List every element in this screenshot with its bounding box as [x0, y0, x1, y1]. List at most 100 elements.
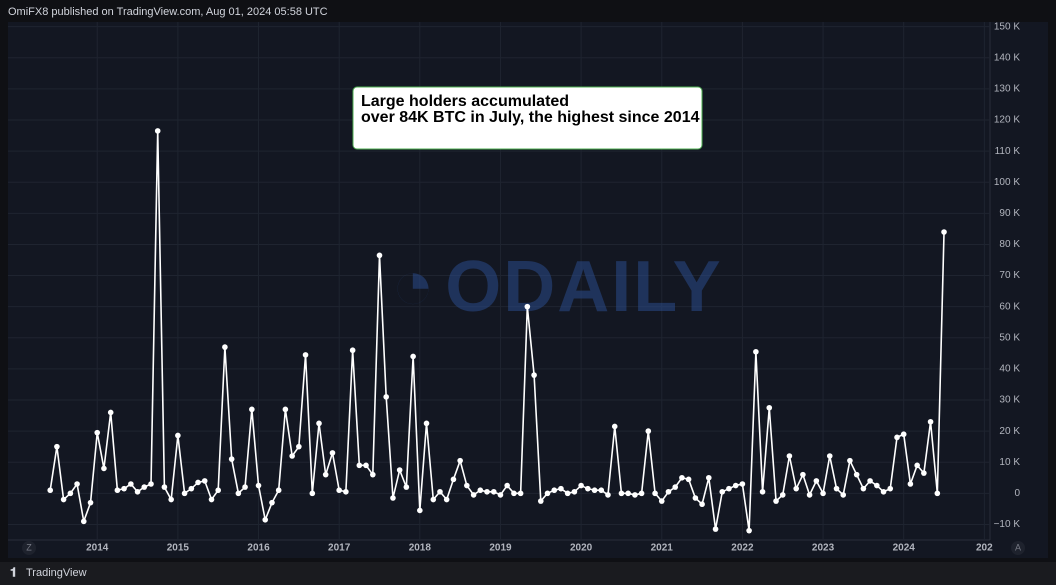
- point: [148, 481, 154, 487]
- point: [477, 487, 484, 494]
- header: OmiFX8 published on TradingView.com, Aug…: [8, 6, 328, 18]
- point: [753, 348, 759, 355]
- point: [275, 487, 282, 494]
- annotation-line: over 84K BTC in July, the highest since …: [361, 109, 700, 126]
- y-tick-label: 60 K: [999, 301, 1020, 312]
- point: [786, 453, 793, 459]
- point: [632, 492, 638, 498]
- y-tick-label: 70 K: [999, 270, 1020, 281]
- point: [605, 492, 611, 498]
- point: [914, 462, 920, 469]
- point: [591, 487, 598, 494]
- watermark: ODAILY: [445, 247, 722, 327]
- point: [880, 488, 887, 495]
- point: [685, 476, 692, 483]
- y-tick-label: 20 K: [999, 426, 1020, 437]
- point: [255, 482, 262, 489]
- point: [80, 518, 87, 525]
- point: [74, 481, 80, 487]
- point: [181, 490, 188, 497]
- x-tick-label: 2014: [86, 543, 109, 554]
- auto-button-label[interactable]: A: [1015, 542, 1021, 552]
- point: [874, 482, 880, 489]
- y-tick-label: 80 K: [999, 239, 1020, 250]
- point: [833, 485, 840, 492]
- auto-button[interactable]: [1011, 541, 1025, 555]
- point: [222, 344, 228, 350]
- point: [504, 482, 510, 489]
- footer-bar: [0, 562, 1056, 585]
- point: [679, 474, 685, 481]
- y-tick-label: −10 K: [994, 519, 1021, 530]
- y-tick-label: 130 K: [994, 84, 1020, 95]
- point: [128, 481, 134, 487]
- point: [537, 498, 544, 504]
- point: [665, 488, 672, 495]
- point: [625, 490, 631, 497]
- point: [793, 485, 800, 492]
- point: [403, 484, 410, 490]
- point: [900, 431, 907, 438]
- point: [161, 484, 168, 490]
- point: [336, 487, 342, 494]
- scale-button[interactable]: [22, 541, 36, 555]
- point: [396, 467, 403, 473]
- point: [658, 498, 665, 504]
- point: [228, 456, 235, 462]
- point: [907, 481, 914, 487]
- point: [141, 484, 148, 490]
- point: [168, 496, 174, 503]
- point: [484, 488, 490, 495]
- point: [941, 229, 947, 235]
- point: [652, 490, 658, 497]
- point: [867, 478, 873, 484]
- point: [800, 471, 806, 478]
- point: [107, 409, 114, 416]
- y-tick-label: 40 K: [999, 364, 1020, 375]
- point: [289, 453, 295, 459]
- watermark-logo: ◔: [391, 245, 435, 325]
- point: [457, 457, 463, 464]
- point: [188, 485, 195, 492]
- point: [806, 492, 813, 498]
- point: [114, 487, 121, 494]
- point: [322, 471, 329, 478]
- point: [571, 488, 578, 495]
- x-tick-label: 2016: [247, 543, 270, 554]
- point: [847, 457, 853, 464]
- point: [296, 443, 302, 450]
- point: [558, 485, 564, 492]
- point: [860, 485, 867, 492]
- point: [773, 498, 779, 504]
- point: [54, 443, 60, 450]
- x-tick-label: 202: [976, 543, 993, 554]
- scale-button-label[interactable]: Z: [26, 542, 32, 552]
- point: [934, 490, 941, 497]
- x-tick-label: 2021: [651, 543, 674, 554]
- point: [154, 128, 161, 134]
- point: [67, 490, 74, 497]
- point: [712, 526, 719, 532]
- point: [47, 487, 54, 494]
- y-tick-label: 120 K: [994, 115, 1020, 126]
- point: [370, 471, 376, 478]
- point: [417, 507, 423, 514]
- point: [611, 423, 618, 430]
- point: [927, 418, 934, 425]
- point: [719, 488, 726, 495]
- point: [672, 484, 679, 490]
- point: [739, 481, 746, 487]
- point: [779, 492, 786, 498]
- point: [490, 488, 497, 495]
- point: [464, 482, 470, 489]
- point: [732, 482, 739, 489]
- x-tick-label: 2022: [731, 543, 754, 554]
- annotation-line: Large holders accumulated: [361, 93, 569, 110]
- point: [705, 474, 712, 481]
- point: [746, 527, 752, 534]
- point: [726, 485, 732, 492]
- point: [551, 487, 558, 494]
- point: [101, 465, 107, 472]
- point: [511, 490, 517, 497]
- point: [235, 490, 242, 497]
